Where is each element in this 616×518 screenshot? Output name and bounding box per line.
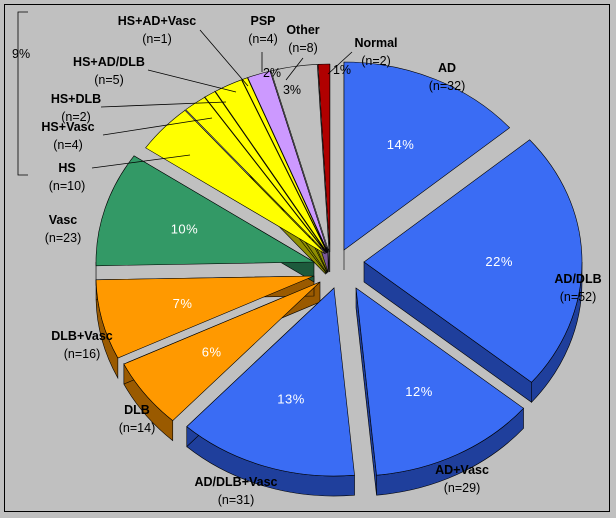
slice-hs-ad-dlb xyxy=(214,79,328,253)
category-label-other: Other xyxy=(286,23,319,37)
count-label-other: (n=8) xyxy=(288,41,318,55)
pct-label-other: 3% xyxy=(283,83,301,97)
count-label-ad-dlb-vasc: (n=31) xyxy=(218,493,254,507)
category-label-hs-ad-dlb: HS+AD/DLB xyxy=(73,55,145,69)
leader-lines-layer xyxy=(91,29,353,169)
category-label-normal: Normal xyxy=(354,36,397,50)
hs-bracket: 9% xyxy=(12,11,30,176)
leader-line-hs-ad-dlb xyxy=(147,69,237,93)
slice-tops-layer xyxy=(95,61,583,477)
count-label-hs-ad-vasc: (n=1) xyxy=(142,32,172,46)
leader-line-normal xyxy=(327,51,353,75)
count-label-dlb-vasc: (n=16) xyxy=(64,347,100,361)
slice-ad xyxy=(343,61,511,251)
leader-line-hs-ad-vasc xyxy=(199,29,249,87)
pct-label-dlb-vasc: 7% xyxy=(173,296,193,311)
slice-dlb-vasc xyxy=(95,275,315,359)
pct-label-psp: 2% xyxy=(263,66,281,80)
category-label-vasc: Vasc xyxy=(49,213,78,227)
labels-layer: 14% 22% 12% 13% 6% 7% 10% 2%3% 1% AD (n=32) AD/DLB (… xyxy=(41,14,601,507)
category-label-ad-dlb-vasc: AD/DLB+Vasc xyxy=(194,475,277,489)
leader-line-other xyxy=(285,57,304,81)
leader-line-hs-dlb xyxy=(100,101,227,108)
category-label-hs-vasc: HS+Vasc xyxy=(41,120,94,134)
pct-label-ad-vasc: 12% xyxy=(405,384,433,399)
slice-normal xyxy=(317,63,331,253)
pct-label-dlb: 6% xyxy=(202,345,222,360)
pct-label-vasc: 10% xyxy=(171,222,199,237)
category-label-hs-ad-vasc: HS+AD+Vasc xyxy=(118,14,197,28)
slice-other xyxy=(270,64,330,253)
slice-ad-vasc xyxy=(355,287,524,476)
slice-hs-ad-vasc xyxy=(241,77,328,253)
pct-label-normal: 1% xyxy=(333,63,351,77)
slice-ad-dlb xyxy=(363,139,583,383)
category-label-hs: HS xyxy=(58,161,75,175)
category-label-ad-vasc: AD+Vasc xyxy=(435,463,489,477)
pct-label-ad-dlb: 22% xyxy=(485,254,513,269)
category-label-hs-dlb: HS+DLB xyxy=(51,92,101,106)
slice-psp xyxy=(247,70,329,253)
slice-vasc xyxy=(95,155,316,267)
count-label-hs-dlb: (n=2) xyxy=(61,110,91,124)
slice-dlb xyxy=(123,281,321,422)
count-label-hs-ad-dlb: (n=5) xyxy=(94,73,124,87)
category-label-ad-dlb: AD/DLB xyxy=(554,272,601,286)
count-label-ad: (n=32) xyxy=(429,79,465,93)
leader-line-hs-vasc xyxy=(102,117,213,136)
count-label-psp: (n=4) xyxy=(248,32,278,46)
count-label-vasc: (n=23) xyxy=(45,231,81,245)
slice-hs-dlb xyxy=(204,91,328,254)
category-label-dlb: DLB xyxy=(124,403,150,417)
slice-ad-dlb-vasc xyxy=(186,287,355,477)
pct-label-ad: 14% xyxy=(387,137,415,152)
count-label-hs-vasc: (n=4) xyxy=(53,138,83,152)
bracket-percent-label: 9% xyxy=(12,47,30,61)
category-label-dlb-vasc: DLB+Vasc xyxy=(51,329,113,343)
count-label-ad-vasc: (n=29) xyxy=(444,481,480,495)
count-label-ad-dlb: (n=52) xyxy=(560,290,596,304)
count-label-normal: (n=2) xyxy=(361,54,391,68)
pct-label-ad-dlb-vasc: 13% xyxy=(277,392,305,407)
category-label-ad: AD xyxy=(438,61,456,75)
count-label-dlb: (n=14) xyxy=(119,421,155,435)
category-label-psp: PSP xyxy=(250,14,275,28)
count-label-hs: (n=10) xyxy=(49,179,85,193)
slice-hs xyxy=(145,109,326,255)
leader-line-hs xyxy=(91,154,191,169)
